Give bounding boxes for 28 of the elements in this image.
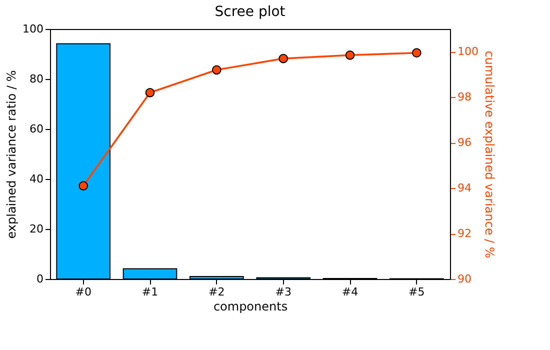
- y2-tick-label: 98: [458, 90, 472, 104]
- point: [212, 65, 222, 75]
- x-tick-label: #0: [75, 286, 92, 298]
- y-tick-label: 80: [30, 72, 44, 86]
- x-tick-label: #2: [208, 286, 225, 298]
- y2-tick-label: 96: [458, 136, 472, 150]
- point: [412, 48, 422, 58]
- y-tick-label: 100: [22, 22, 44, 36]
- y2-tick-label: 94: [458, 182, 472, 195]
- point: [145, 88, 155, 98]
- chart-title: Scree plot: [214, 4, 286, 20]
- x-tick-label: #1: [142, 286, 158, 298]
- point: [345, 50, 355, 60]
- y-axis-title: explained variance ratio / %: [4, 70, 19, 239]
- point: [278, 54, 288, 64]
- y2-axis-title: cumulative explained variance / %: [482, 50, 496, 258]
- x-axis-title: components: [213, 300, 288, 314]
- y-tick-label: 20: [30, 222, 44, 236]
- y2-tick-label: 90: [458, 272, 472, 286]
- x-tick-label: #3: [275, 286, 292, 298]
- x-tick-label: #5: [408, 286, 425, 298]
- y-tick-label: 0: [36, 272, 44, 286]
- y-tick-label: 40: [30, 172, 44, 186]
- y2-tick-label: 92: [458, 227, 472, 240]
- y2-tick-label: 100: [458, 45, 478, 58]
- x-tick-label: #4: [342, 286, 358, 298]
- point: [78, 181, 88, 190]
- y-tick-label: 60: [30, 122, 44, 136]
